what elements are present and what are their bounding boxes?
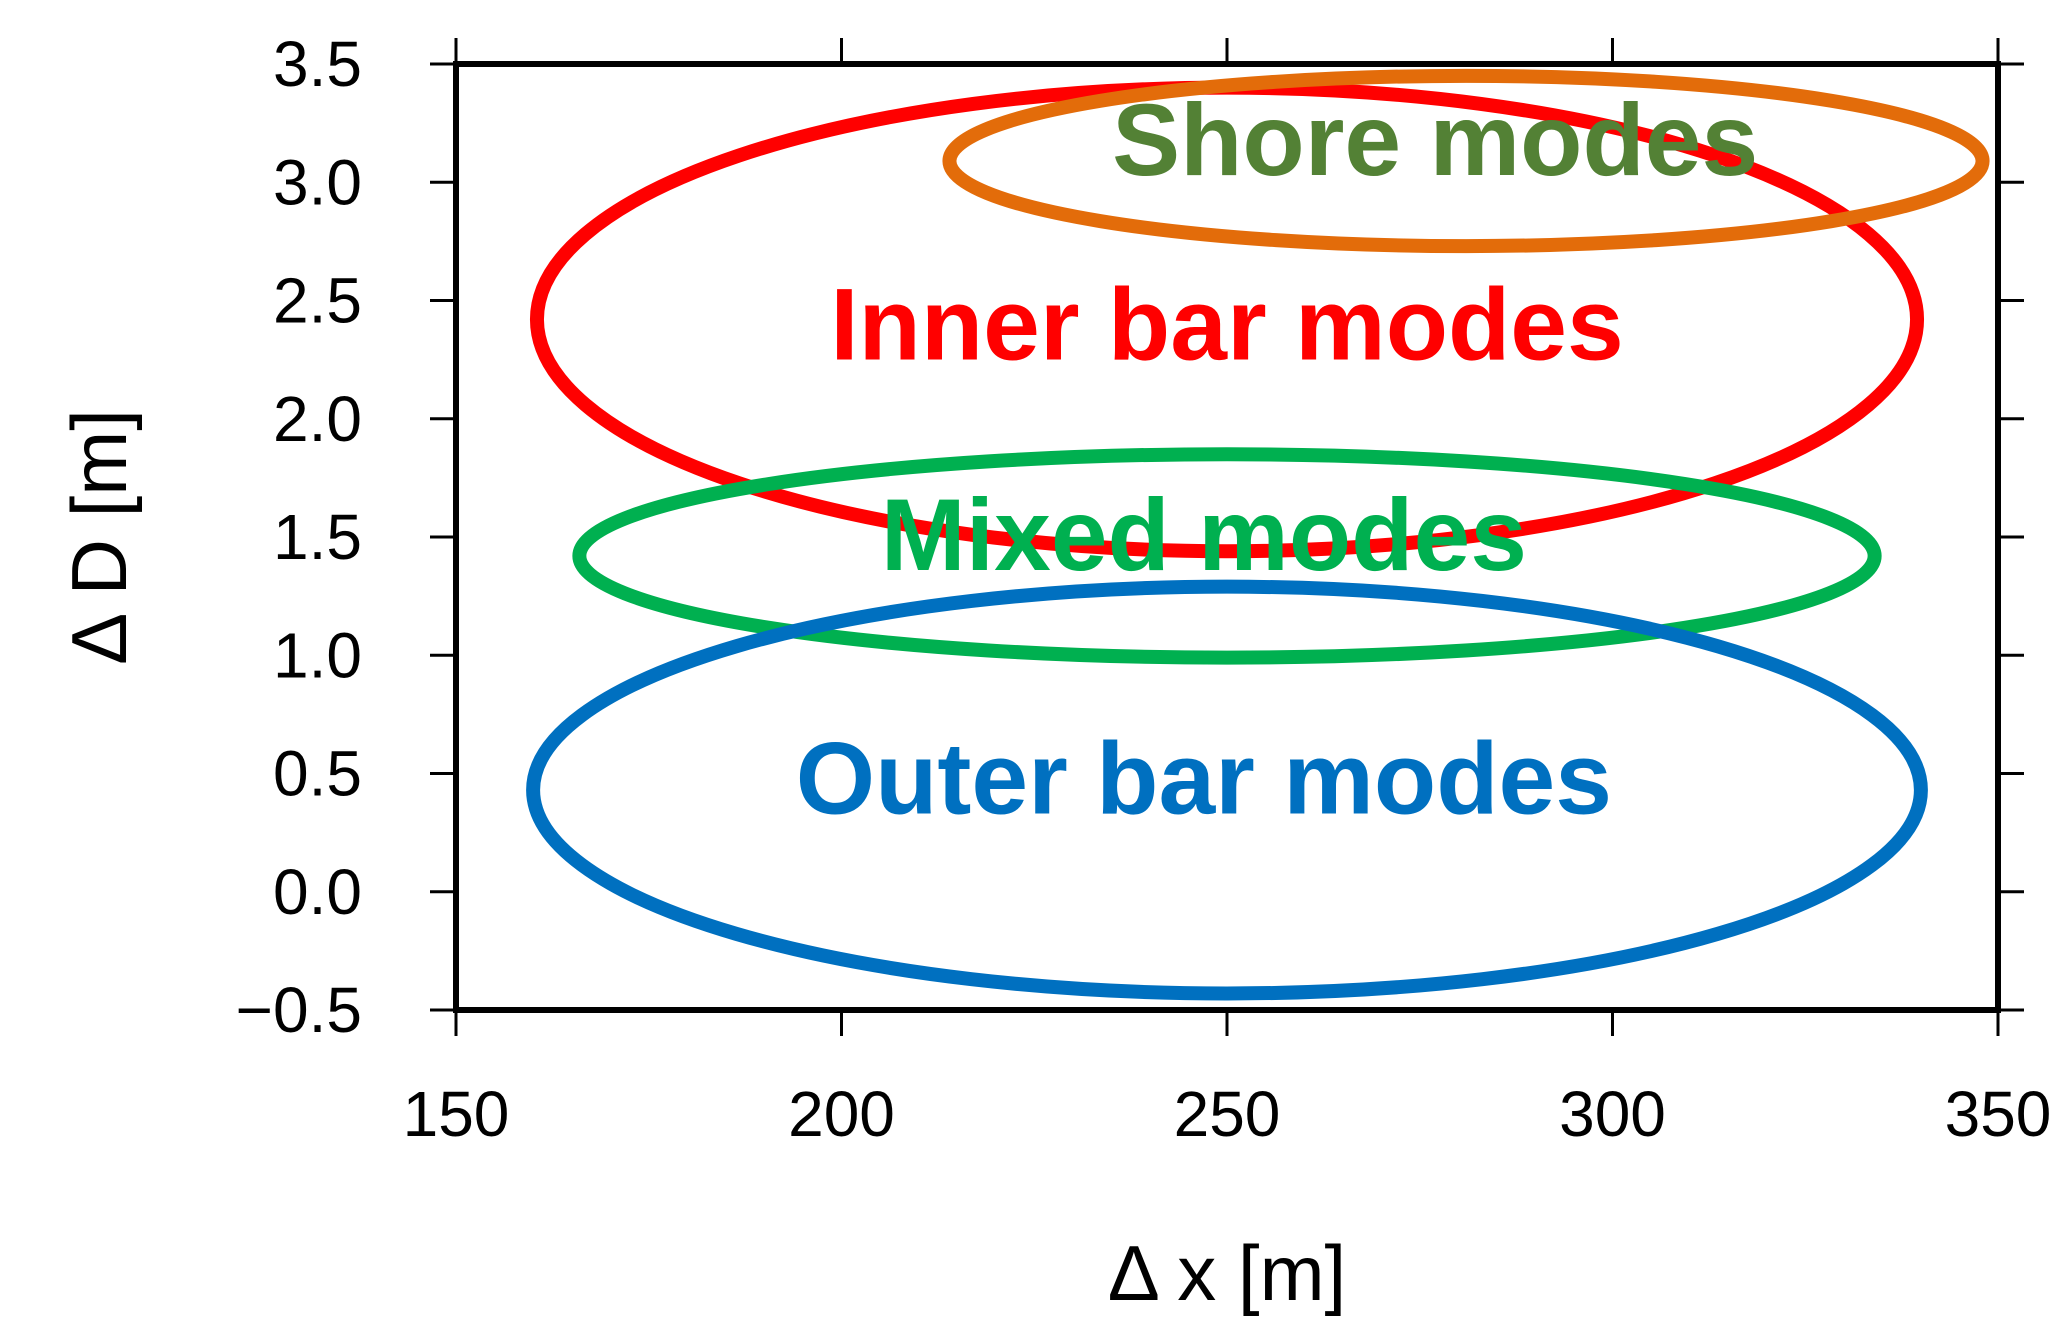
x-tick-label: 300 xyxy=(1559,1078,1666,1150)
x-tick-label: 200 xyxy=(788,1078,895,1150)
y-tick-label: 0.0 xyxy=(273,856,362,928)
inner-bar-modes-label: Inner bar modes xyxy=(830,268,1624,382)
y-tick-label: 1.5 xyxy=(273,501,362,573)
y-tick-label: 3.5 xyxy=(273,28,362,100)
y-tick-label: 2.0 xyxy=(273,383,362,455)
y-axis-label: Δ D [m] xyxy=(55,409,143,665)
regions-layer xyxy=(526,68,1990,1001)
y-tick-label: 1.0 xyxy=(273,619,362,691)
y-tick-label: −0.5 xyxy=(236,974,362,1046)
ticks-layer: 150 200 250 300 350 −0.5 0.0 0.5 1.0 1.5 2.0 2.5 3.0… xyxy=(236,28,2052,1150)
outer-bar-modes-label: Outer bar modes xyxy=(796,722,1612,836)
mixed-modes-label: Mixed modes xyxy=(881,478,1527,592)
x-axis-label: Δ x [m] xyxy=(1108,1229,1346,1317)
shore-modes-label: Shore modes xyxy=(1112,83,1758,197)
region-labels-layer: Inner bar modes Shore modes Mixed modes Out… xyxy=(796,83,1758,836)
mixed-modes-ellipse xyxy=(572,447,1882,665)
shore-modes-ellipse xyxy=(942,68,1990,254)
y-tick-label: 2.5 xyxy=(273,265,362,337)
x-tick-label: 350 xyxy=(1945,1078,2052,1150)
x-tick-label: 150 xyxy=(403,1078,510,1150)
y-tick-label: 3.0 xyxy=(273,146,362,218)
x-tick-label: 250 xyxy=(1174,1078,1281,1150)
outer-bar-modes-ellipse xyxy=(526,579,1928,1001)
y-tick-label: 0.5 xyxy=(273,738,362,810)
